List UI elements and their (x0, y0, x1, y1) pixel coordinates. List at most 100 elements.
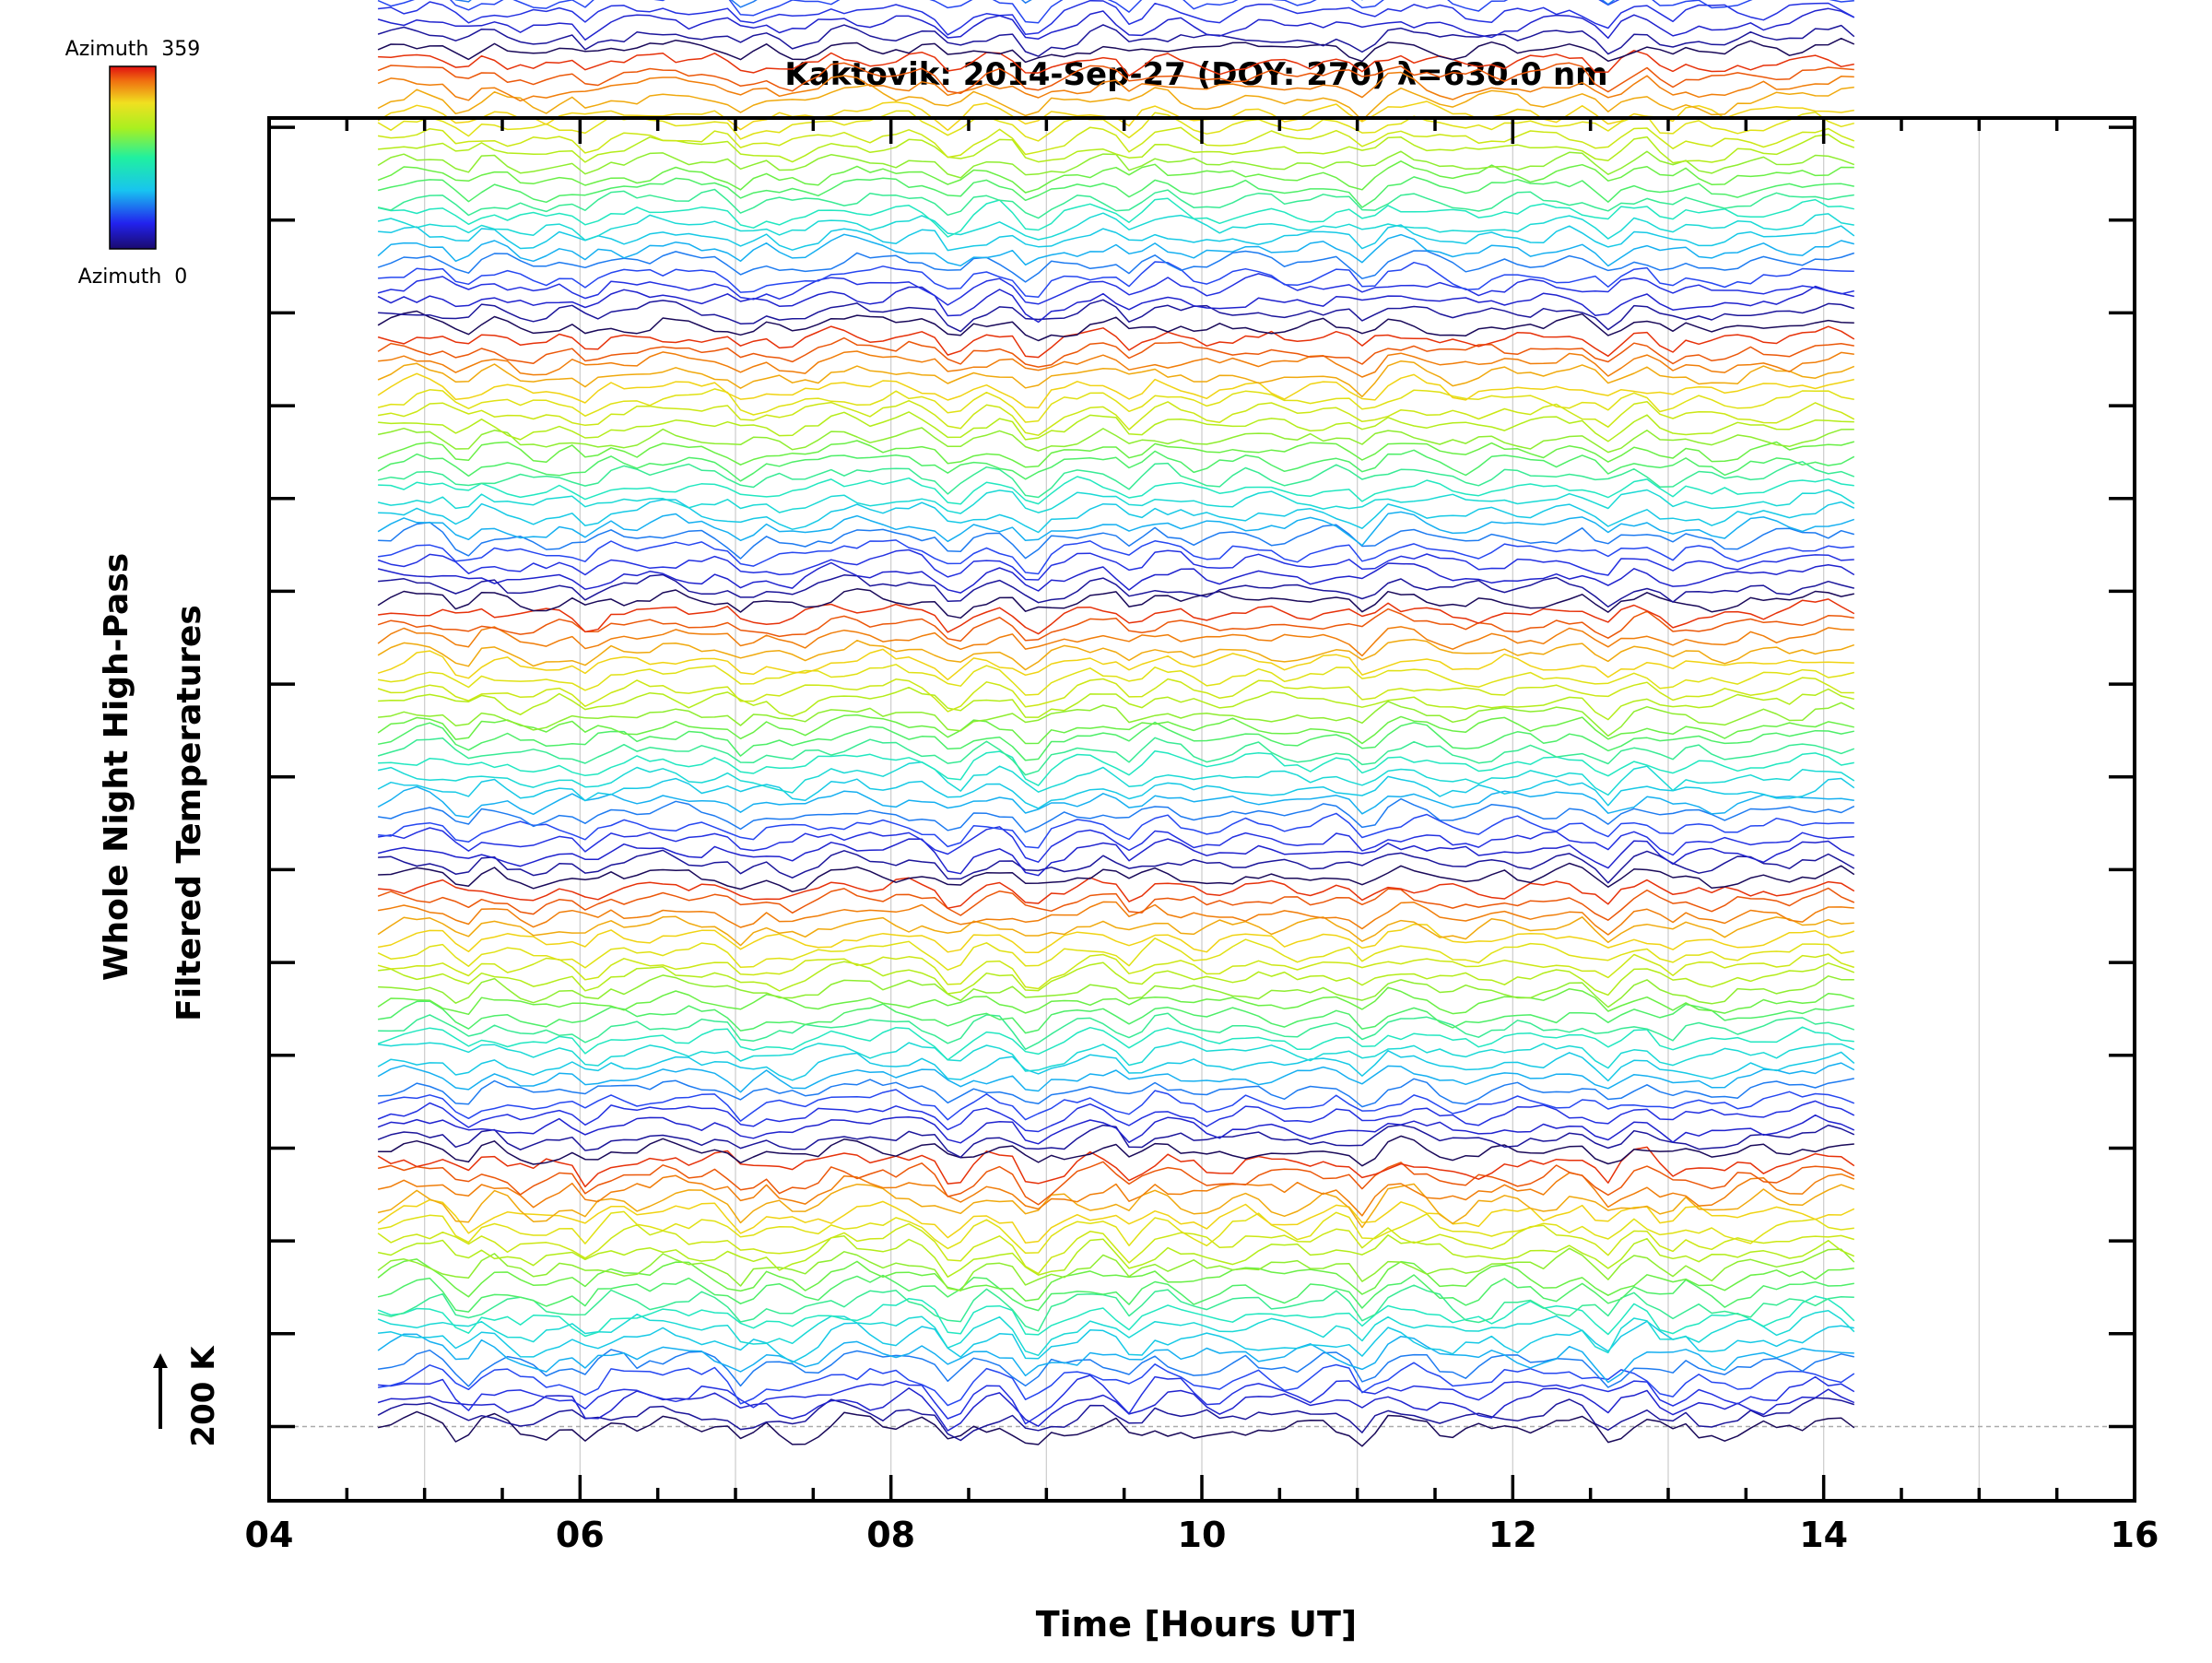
x-axis-ticks (267, 118, 2136, 1501)
temperature-trace (377, 176, 1854, 208)
temperature-trace (377, 1284, 1854, 1332)
temperature-trace (377, 62, 1854, 94)
temperature-trace (377, 761, 1855, 796)
x-tick-label: 12 (1488, 1515, 1537, 1555)
y-axis-label-line2: Filtered Temperatures (171, 605, 208, 1021)
x-tick-label: 16 (2111, 1515, 2159, 1555)
temperature-trace (377, 7, 1855, 41)
temperature-trace (377, 1234, 1855, 1278)
temperature-trace (377, 1258, 1854, 1302)
temperature-trace (377, 1062, 1855, 1093)
temperature-trace (377, 1050, 1855, 1082)
temperature-trace (377, 1274, 1854, 1313)
temperature-trace (377, 160, 1854, 194)
temperature-trace (377, 648, 1854, 681)
temperature-trace (377, 360, 1855, 398)
x-tick-labels: 04 06 08 10 12 14 16 (245, 1515, 2159, 1555)
temperature-trace (377, 1333, 1854, 1384)
temperature-trace (377, 37, 1855, 64)
temperature-trace (377, 388, 1854, 423)
temperature-trace (378, 849, 1855, 884)
temperature-trace (377, 1026, 1854, 1061)
temperature-traces (377, 0, 1855, 1447)
temperature-trace (377, 427, 1854, 454)
temperature-trace (377, 1146, 1855, 1188)
temperature-trace (377, 1410, 1855, 1447)
temperature-trace (377, 953, 1855, 990)
temperature-trace (377, 449, 1855, 482)
temperature-trace (377, 721, 1854, 761)
temperature-trace (378, 862, 1855, 893)
temperature-trace (378, 1012, 1855, 1050)
temperature-trace (378, 411, 1854, 442)
temperature-trace (377, 285, 1854, 324)
temperature-trace (377, 399, 1855, 436)
temperature-trace (377, 1114, 1855, 1145)
temperature-trace (377, 71, 1854, 102)
temperature-trace (377, 325, 1855, 359)
temperature-trace (377, 887, 1855, 921)
temperature-trace (378, 476, 1854, 505)
temperature-trace (377, 826, 1854, 863)
temperature-trace (377, 915, 1854, 947)
x-tick-label: 04 (245, 1515, 294, 1555)
temperature-trace (378, 961, 1855, 997)
temperature-trace (378, 1135, 1854, 1167)
temperature-trace (377, 372, 1854, 409)
temperature-trace (377, 233, 1854, 267)
temperature-trace (377, 1124, 1855, 1159)
temperature-trace (377, 84, 1854, 122)
temperature-trace (378, 573, 1854, 608)
temperature-trace (377, 1247, 1855, 1291)
temperature-trace (377, 938, 1854, 971)
temperature-trace (377, 511, 1855, 547)
temperature-trace (377, 638, 1855, 671)
temperature-trace (377, 923, 1855, 954)
temperature-trace (377, 24, 1855, 57)
x-tick-label: 08 (866, 1515, 915, 1555)
temperature-trace (378, 0, 1855, 36)
temperature-trace (377, 677, 1854, 713)
temperature-trace (378, 598, 1855, 635)
temperature-trace (377, 1397, 1855, 1442)
temperature-trace (377, 188, 1854, 219)
temperature-trace (377, 626, 1854, 657)
x-axis-label: Time [Hours UT] (1036, 1604, 1358, 1645)
temperature-trace (377, 310, 1854, 342)
temperature-trace (377, 336, 1854, 368)
temperature-trace (378, 1078, 1854, 1108)
temperature-trace (378, 521, 1854, 560)
temperature-trace (377, 1295, 1855, 1338)
temperature-trace (378, 1041, 1855, 1072)
temperature-trace (377, 461, 1855, 499)
colorbar (109, 65, 157, 250)
temperature-trace (377, 664, 1854, 696)
temperature-trace (378, 50, 1854, 77)
chart-title: Kaktovik: 2014-Sep-27 (DOY: 270) λ=630.0… (784, 56, 1607, 93)
temperature-trace (377, 1387, 1855, 1432)
temperature-trace (378, 812, 1854, 849)
temperature-trace (378, 1320, 1854, 1363)
temperature-trace (377, 1100, 1855, 1133)
temperature-trace (378, 224, 1855, 252)
temperature-trace (377, 737, 1855, 776)
temperature-trace (377, 126, 1855, 159)
temperature-trace (377, 1000, 1854, 1034)
temperature-trace (377, 561, 1855, 594)
temperature-trace (377, 100, 1854, 132)
temperature-trace (378, 350, 1854, 378)
temperature-trace (377, 775, 1855, 809)
x-tick-label: 14 (1799, 1515, 1848, 1555)
temperature-trace (378, 134, 1855, 164)
temperature-trace (377, 1222, 1855, 1275)
temperature-trace (377, 440, 1854, 468)
temperature-trace (377, 212, 1854, 242)
temperature-trace (377, 607, 1854, 643)
temperature-trace (377, 1362, 1855, 1407)
temperature-trace (377, 197, 1854, 238)
temperature-trace (377, 838, 1855, 877)
colorbar-top-label: Azimuth 359 (65, 38, 201, 61)
temperature-trace (378, 749, 1854, 786)
temperature-trace (378, 1374, 1855, 1425)
